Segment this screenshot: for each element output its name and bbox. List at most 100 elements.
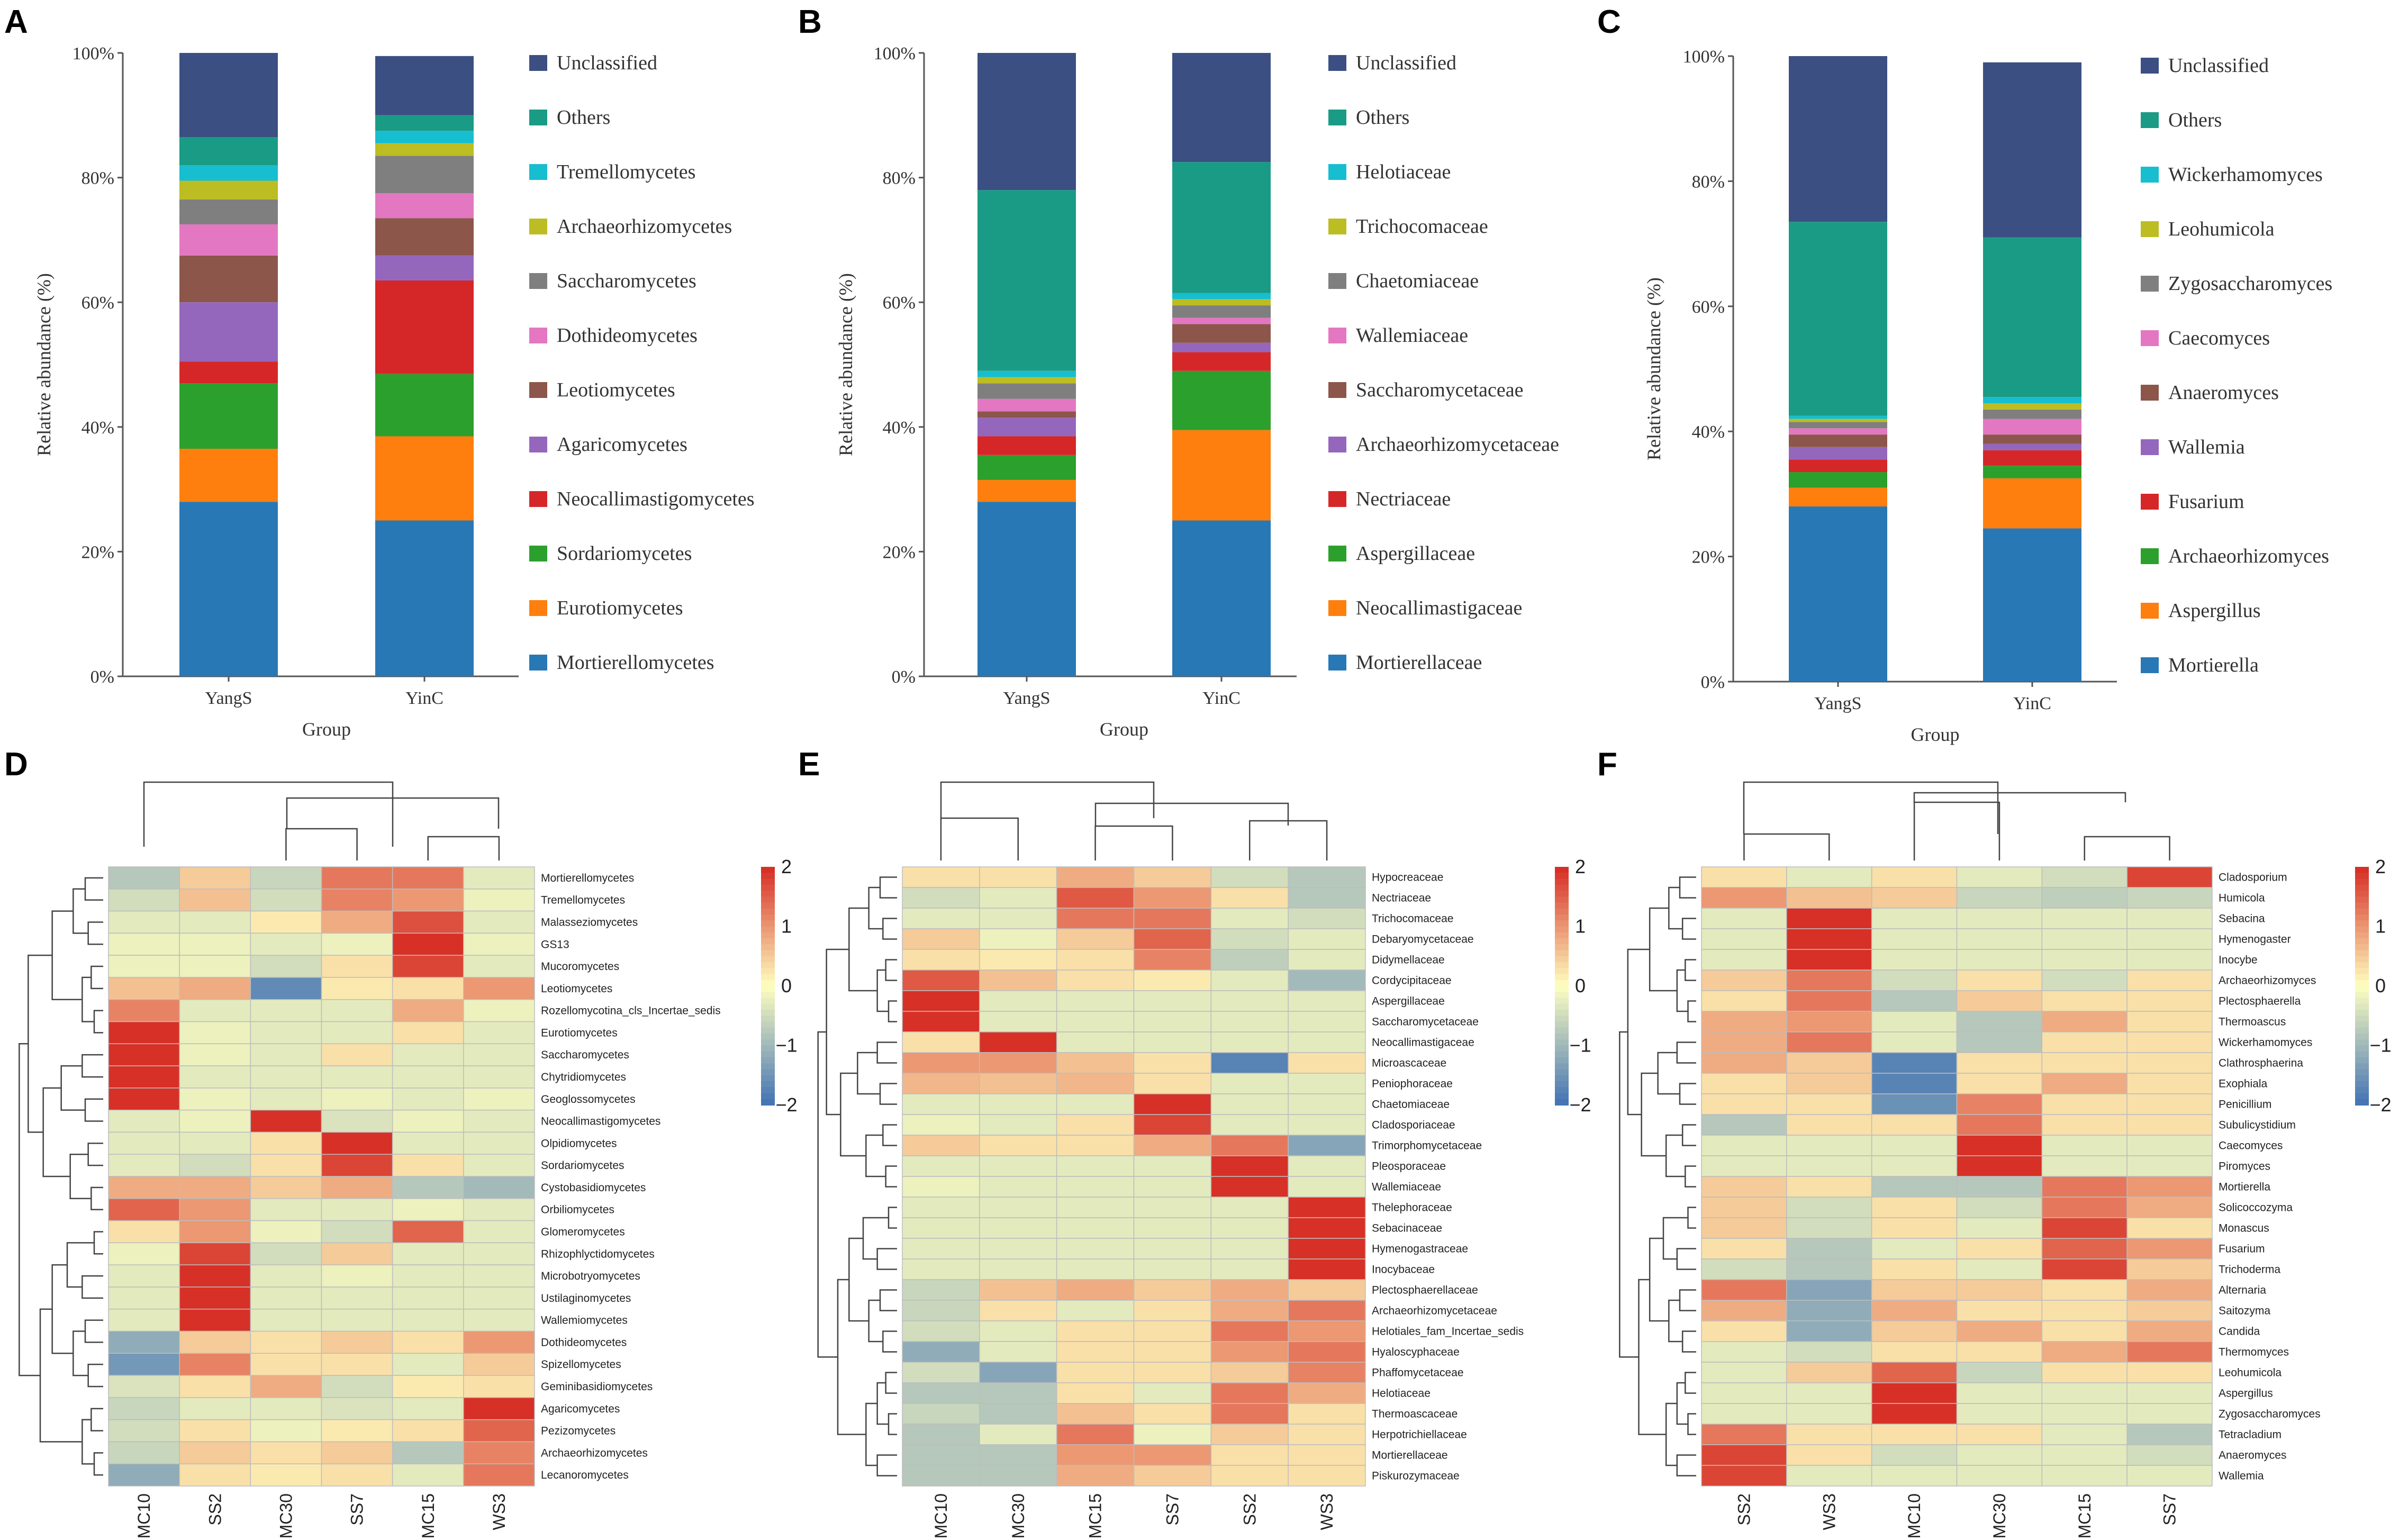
row-dendrogram-branch [1619,1031,1639,1358]
color-scale-step [1555,986,1569,993]
heatmap-cell [1871,1031,1958,1053]
heatmap-row-label: Orbiliomycetes [541,1204,614,1216]
heatmap-cell [902,1238,980,1260]
heatmap-cell [1871,1300,1958,1321]
heatmap-cell [321,1043,393,1066]
color-scale-step [761,950,775,957]
heatmap-cell [392,1463,464,1487]
x-tick-label: YangS [1003,689,1050,708]
heatmap-cell [2041,1424,2128,1445]
color-scale-step [761,968,775,975]
heatmap-row-label: Caecomyces [2219,1140,2283,1152]
heatmap-cell [902,866,980,888]
bar-segment-unclassified [1983,62,2081,238]
legend-label: Trichocomaceae [1356,215,1488,238]
row-dendrogram-branch [84,877,103,901]
heatmap-cell [1871,970,1958,991]
heatmap-row-label: Nectriaceae [1372,892,1431,904]
heatmap-cell [392,1088,464,1111]
color-scale-step [2355,1075,2369,1082]
heatmap-cell [1056,1176,1135,1198]
bar-segment-others [1172,162,1271,293]
heatmap-row-label: Cladosporiaceae [1372,1119,1455,1131]
heatmap-row-label: Archaeorhizomycetaceae [1372,1305,1497,1317]
heatmap-row-label: Geoglossomycetes [541,1093,636,1106]
heatmap-cell [1871,866,1958,888]
heatmap-cell [463,1264,535,1288]
heatmap-cell [1210,1093,1289,1115]
heatmap-cell [1956,1300,2043,1321]
color-scale-tick: −1 [775,1035,797,1056]
heatmap-cell [2126,949,2213,971]
legend-swatch [1328,110,1346,125]
heatmap-cell [1288,866,1366,888]
heatmap-cell [979,1238,1057,1260]
y-tick-label: 40% [82,418,114,438]
heatmap-cell [1133,1155,1212,1177]
y-tick-label: 80% [1692,172,1725,192]
heatmap-cell [392,1109,464,1133]
heatmap-cell [979,1258,1057,1280]
heatmap-cell [902,1341,980,1363]
row-dendrogram-branch [90,1408,103,1432]
heatmap-cell [2041,1382,2128,1404]
heatmap-row-label: Rhizophlyctidomycetes [541,1248,655,1260]
legend-label: Helotiaceae [1356,161,1451,183]
color-scale-step [1555,896,1569,903]
heatmap-row-label: Monascus [2219,1222,2269,1235]
heatmap-column-label: MC10 [931,1493,950,1538]
heatmap-cell [2041,1135,2128,1156]
color-scale-step [2355,1016,2369,1022]
heatmap-cell [108,1109,180,1133]
heatmap-cell [179,1154,251,1177]
row-dendrogram-branch [1681,1330,1696,1353]
color-scale-step [2355,1045,2369,1052]
heatmap-cell [463,1176,535,1199]
heatmap-cell [392,1043,464,1066]
heatmap-cell [108,1287,180,1310]
heatmap-row-label: Trichocomaceae [1372,913,1453,925]
heatmap-cell [250,1242,322,1265]
heatmap-cell [321,889,393,912]
heatmap-column-label: SS7 [348,1493,367,1525]
heatmap-cell [392,1198,464,1221]
heatmap-cell [902,1155,980,1177]
row-dendrogram-branch [876,1248,897,1270]
heatmap-cell [1288,990,1366,1012]
heatmap-cell [1871,990,1958,1012]
heatmap-cell [179,1353,251,1376]
heatmap-e: Hypocreaceae Nectriaceae Trichocomaceae Deb… [817,781,1591,1538]
color-scale-step [1555,878,1569,885]
color-scale-tick: 1 [781,916,792,937]
heatmap-row-label: Penicillium [2219,1099,2271,1111]
color-scale-step [1555,1075,1569,1082]
heatmap-cell [250,1220,322,1244]
color-scale-step [2355,1039,2369,1046]
heatmap-cell [2126,1403,2213,1425]
heatmap-cell [1701,1320,1787,1342]
heatmap-cell [392,889,464,912]
heatmap-cell [1288,1403,1366,1425]
legend-label: Archaeorhizomycetes [557,215,732,238]
color-scale-step [2355,980,2369,986]
color-scale-step [2355,932,2369,939]
legend-swatch [1328,55,1346,71]
heatmap-cell [463,955,535,978]
legend-swatch [529,55,547,71]
heatmap-cell [250,1463,322,1487]
heatmap-cell [1133,1197,1212,1218]
row-dendrogram-branch [69,1153,92,1200]
row-dendrogram-branch [82,1419,94,1465]
heatmap-cell [108,866,180,890]
heatmap-cell [321,1375,393,1398]
legend-swatch [2141,494,2159,510]
heatmap-cell [1871,1320,1958,1342]
heatmap-cell [979,1320,1057,1342]
heatmap-cell [1786,990,1872,1012]
row-dendrogram-branch [1668,886,1683,930]
heatmap-cell [250,1088,322,1111]
heatmap-cell [321,866,393,890]
color-scale-step [761,1021,775,1028]
row-dendrogram-branch [1649,1237,1669,1322]
